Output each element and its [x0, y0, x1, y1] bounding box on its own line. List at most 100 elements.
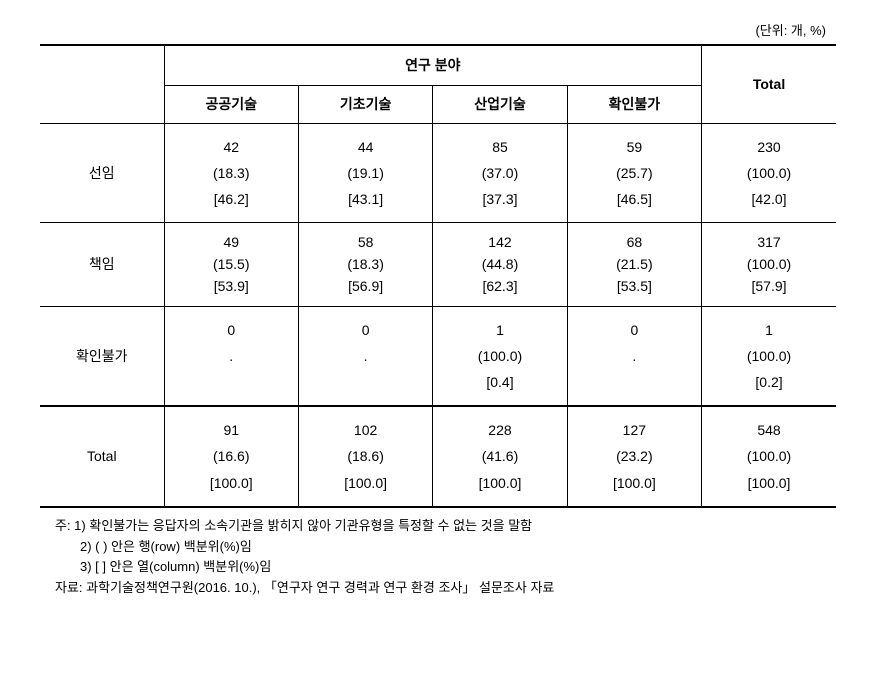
cell-col-pct: [100.0] — [479, 470, 522, 496]
cell-col-pct: [0.2] — [755, 369, 782, 395]
cell-row-pct: (100.0) — [747, 443, 791, 469]
data-cell: 91(16.6)[100.0] — [164, 406, 298, 507]
cell-stack: 59(25.7)[46.5] — [568, 124, 701, 223]
row-total-cell: 317(100.0)[57.9] — [702, 223, 836, 307]
cell-row-pct: (19.1) — [347, 160, 384, 186]
cell-row-pct: (18.6) — [347, 443, 384, 469]
header-empty — [40, 45, 164, 123]
data-cell: 102(18.6)[100.0] — [298, 406, 432, 507]
data-cell: 1(100.0)[0.4] — [433, 306, 567, 406]
cell-row-pct: (100.0) — [747, 343, 791, 369]
cell-row-pct: . — [364, 343, 368, 369]
cell-count: 68 — [627, 231, 643, 253]
cell-row-pct: (16.6) — [213, 443, 250, 469]
data-cell: 142(44.8)[62.3] — [433, 223, 567, 307]
cell-count: 44 — [358, 134, 374, 160]
cell-stack: 85(37.0)[37.3] — [433, 124, 566, 223]
cell-col-pct: [100.0] — [748, 470, 791, 496]
subheader-2: 산업기술 — [433, 85, 567, 123]
cell-count: 91 — [223, 417, 239, 443]
cell-stack: 0. — [568, 307, 701, 406]
cell-col-pct: [46.5] — [617, 186, 652, 212]
cell-stack: 102(18.6)[100.0] — [299, 407, 432, 506]
cell-row-pct: (100.0) — [747, 253, 791, 275]
cell-row-pct: (15.5) — [213, 253, 250, 275]
cell-col-pct: [100.0] — [613, 470, 656, 496]
data-cell: 228(41.6)[100.0] — [433, 406, 567, 507]
cell-count: 1 — [496, 317, 504, 343]
cell-col-pct: [43.1] — [348, 186, 383, 212]
table-body: 선임42(18.3)[46.2]44(19.1)[43.1]85(37.0)[3… — [40, 123, 836, 507]
subheader-1: 기초기술 — [298, 85, 432, 123]
cell-col-pct: [53.9] — [214, 275, 249, 297]
cell-count: 59 — [627, 134, 643, 160]
cell-row-pct: (18.3) — [213, 160, 250, 186]
data-cell: 68(21.5)[53.5] — [567, 223, 701, 307]
cell-count: 42 — [223, 134, 239, 160]
cell-count: 0 — [227, 317, 235, 343]
data-cell: 85(37.0)[37.3] — [433, 123, 567, 223]
cell-col-pct-empty — [229, 369, 233, 395]
cell-stack: 44(19.1)[43.1] — [299, 124, 432, 223]
cell-row-pct: . — [632, 343, 636, 369]
row-total-cell: 1(100.0)[0.2] — [702, 306, 836, 406]
cell-count: 142 — [488, 231, 511, 253]
cell-stack: 49(15.5)[53.9] — [165, 223, 298, 306]
cell-row-pct: (21.5) — [616, 253, 653, 275]
cell-stack: 68(21.5)[53.5] — [568, 223, 701, 306]
table-header: 연구 분야 Total 공공기술 기초기술 산업기술 확인불가 — [40, 45, 836, 123]
row-label: Total — [40, 406, 164, 507]
cell-row-pct: (100.0) — [478, 343, 522, 369]
data-cell: 49(15.5)[53.9] — [164, 223, 298, 307]
subheader-3: 확인불가 — [567, 85, 701, 123]
cell-row-pct: (100.0) — [747, 160, 791, 186]
cell-col-pct-empty — [632, 369, 636, 395]
row-label: 선임 — [40, 123, 164, 223]
row-label: 확인불가 — [40, 306, 164, 406]
cell-count: 127 — [623, 417, 646, 443]
cell-stack: 0. — [299, 307, 432, 406]
table-notes: 주: 1) 확인불가는 응답자의 소속기관을 밝히지 않아 기관유형을 특정할 … — [40, 516, 836, 599]
header-group: 연구 분야 — [164, 45, 702, 85]
cell-row-pct: (18.3) — [347, 253, 384, 275]
note-source: 자료: 과학기술정책연구원(2016. 10.), 「연구자 연구 경력과 연구… — [55, 578, 836, 599]
cell-col-pct-empty — [364, 369, 368, 395]
cell-count: 0 — [362, 317, 370, 343]
cell-count: 548 — [757, 417, 780, 443]
cell-col-pct: [57.9] — [752, 275, 787, 297]
cell-count: 1 — [765, 317, 773, 343]
cell-col-pct: [62.3] — [482, 275, 517, 297]
cell-count: 58 — [358, 231, 374, 253]
cell-count: 230 — [757, 134, 780, 160]
subheader-0: 공공기술 — [164, 85, 298, 123]
cell-col-pct: [46.2] — [214, 186, 249, 212]
cell-count: 102 — [354, 417, 377, 443]
row-label: 책임 — [40, 223, 164, 307]
note-line-1: 주: 1) 확인불가는 응답자의 소속기관을 밝히지 않아 기관유형을 특정할 … — [55, 516, 836, 537]
cell-stack: 142(44.8)[62.3] — [433, 223, 566, 306]
cell-count: 49 — [223, 231, 239, 253]
cell-row-pct: (41.6) — [482, 443, 519, 469]
cell-col-pct: [42.0] — [752, 186, 787, 212]
cell-stack: 127(23.2)[100.0] — [568, 407, 701, 506]
note-line-2: 2) ( ) 안은 행(row) 백분위(%)임 — [55, 537, 836, 558]
data-cell: 127(23.2)[100.0] — [567, 406, 701, 507]
cell-stack: 548(100.0)[100.0] — [702, 407, 836, 506]
note-line-3: 3) [ ] 안은 열(column) 백분위(%)임 — [55, 557, 836, 578]
cell-stack: 0. — [165, 307, 298, 406]
cell-count: 317 — [757, 231, 780, 253]
cell-stack: 1(100.0)[0.2] — [702, 307, 836, 406]
cell-row-pct: (25.7) — [616, 160, 653, 186]
cell-stack: 42(18.3)[46.2] — [165, 124, 298, 223]
cell-count: 0 — [630, 317, 638, 343]
cell-col-pct: [100.0] — [210, 470, 253, 496]
cell-row-pct: (37.0) — [482, 160, 519, 186]
data-cell: 0. — [164, 306, 298, 406]
cell-col-pct: [56.9] — [348, 275, 383, 297]
cell-stack: 230(100.0)[42.0] — [702, 124, 836, 223]
data-cell: 0. — [567, 306, 701, 406]
cell-stack: 1(100.0)[0.4] — [433, 307, 566, 406]
data-table: 연구 분야 Total 공공기술 기초기술 산업기술 확인불가 선임42(18.… — [40, 44, 836, 508]
cell-row-pct: (23.2) — [616, 443, 653, 469]
unit-label: (단위: 개, %) — [40, 20, 836, 39]
